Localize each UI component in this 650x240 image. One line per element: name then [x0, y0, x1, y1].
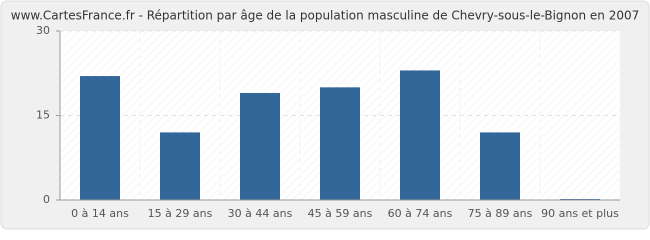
y-tick-label: 0 [43, 193, 50, 206]
chart-title: www.CartesFrance.fr - Répartition par âg… [11, 9, 640, 23]
x-tick-label: 90 ans et plus [541, 207, 619, 220]
bar [320, 87, 360, 200]
bar [240, 92, 280, 200]
bar [480, 132, 520, 200]
x-tick-label: 75 à 89 ans [468, 207, 533, 220]
x-tick-label: 15 à 29 ans [148, 207, 213, 220]
chart: www.CartesFrance.fr - Répartition par âg… [0, 0, 650, 230]
bar [80, 76, 120, 200]
x-tick-label: 30 à 44 ans [228, 207, 293, 220]
page: www.CartesFrance.fr - Répartition par âg… [0, 0, 650, 230]
x-tick-label: 45 à 59 ans [308, 207, 373, 220]
x-tick-label: 0 à 14 ans [71, 207, 129, 220]
y-tick-label: 15 [36, 109, 50, 122]
x-tick-label: 60 à 74 ans [388, 207, 453, 220]
y-tick-label: 30 [36, 24, 50, 37]
bar [160, 132, 200, 200]
bar [400, 70, 440, 200]
